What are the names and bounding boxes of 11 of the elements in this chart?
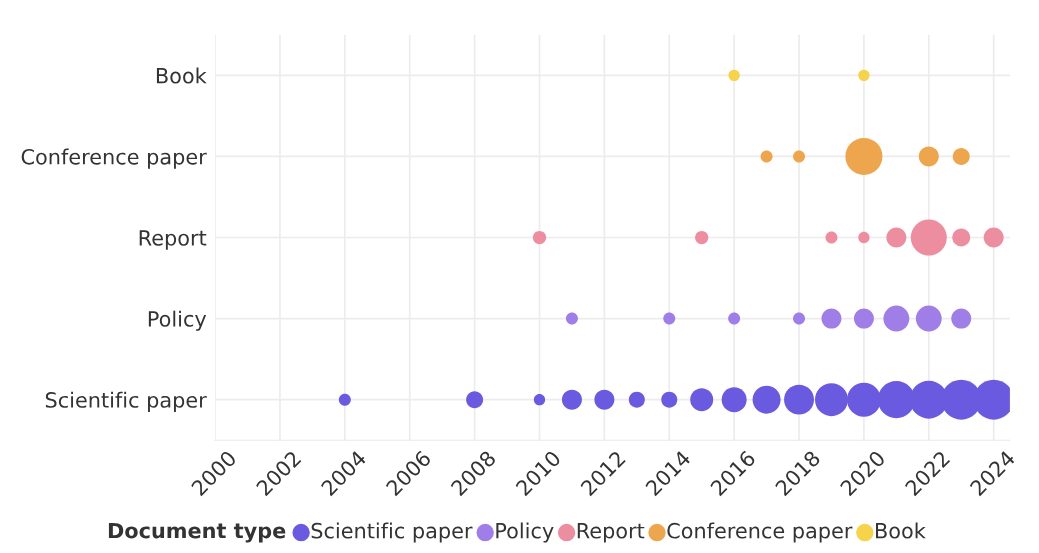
- category-label: Policy: [496, 522, 554, 543]
- category-label: Book: [876, 522, 926, 539]
- category-label: Conference paper: [667, 522, 853, 543]
- y-tick-label: Report: [139, 230, 207, 250]
- category-label: Report: [577, 523, 645, 543]
- text: Document type: [108, 522, 286, 543]
- y-tick-label: Policy: [148, 310, 207, 331]
- category-label: Scientific paper: [311, 522, 473, 543]
- y-tick-label: Conference paper: [21, 148, 207, 169]
- y-tick-label: Scientific paper: [45, 391, 207, 412]
- y-tick-label: Book: [156, 67, 207, 84]
